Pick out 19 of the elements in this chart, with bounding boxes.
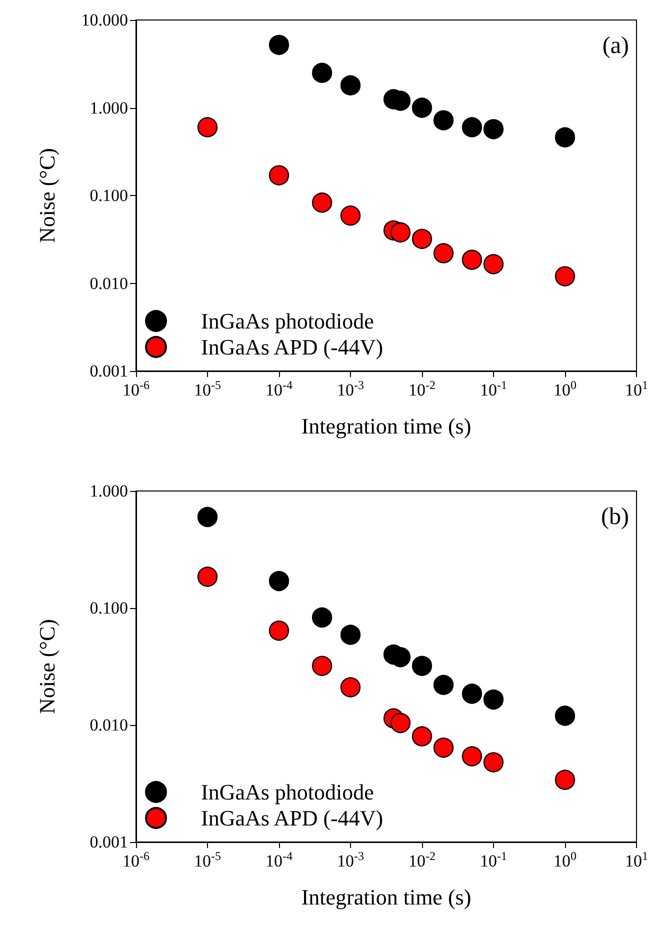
y-axis-title: Noise (°C) xyxy=(34,619,60,714)
legend-label: InGaAs photodiode xyxy=(201,308,374,334)
y-tick-label: 0.010 xyxy=(90,716,128,734)
x-axis-title: Integration time (s) xyxy=(301,884,472,910)
y-tick-label: 0.010 xyxy=(90,274,128,293)
legend-label: InGaAs APD (-44V) xyxy=(201,806,384,830)
annotation: (b) xyxy=(601,504,629,530)
y-tick-label: 0.001 xyxy=(90,362,128,380)
y-axis-title: Noise (°C) xyxy=(34,148,60,243)
y-tick-label: 10.000 xyxy=(81,10,128,30)
y-tick-label: 0.001 xyxy=(90,832,128,852)
y-tick-label: 0.100 xyxy=(90,598,128,618)
legend-label: InGaAs photodiode xyxy=(201,780,374,804)
x-axis-title: Integration time (s) xyxy=(301,414,472,438)
y-tick-label: 0.100 xyxy=(90,186,128,205)
annotation: (a) xyxy=(602,33,630,59)
y-tick-label: 1.000 xyxy=(90,482,128,500)
y-tick-label: 1.000 xyxy=(90,98,128,118)
legend-label: InGaAs APD (-44V) xyxy=(201,334,384,360)
